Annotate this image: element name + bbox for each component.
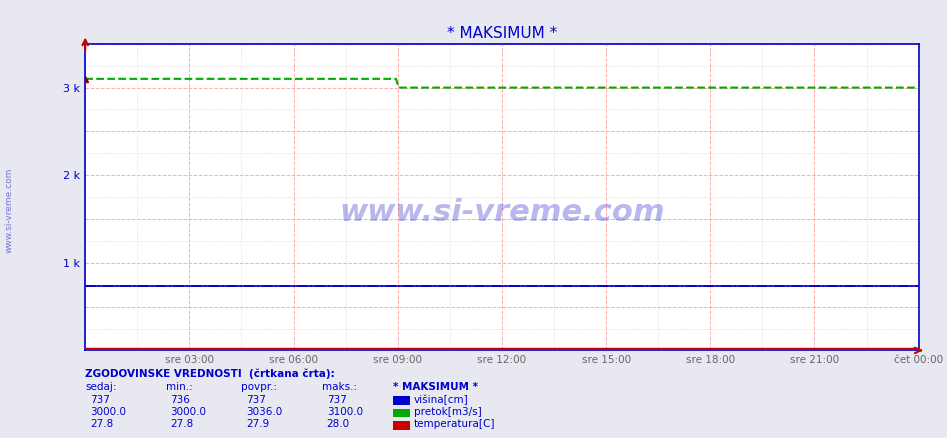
Text: 28.0: 28.0 [327, 420, 349, 430]
Text: 27.8: 27.8 [170, 420, 194, 430]
Text: sedaj:: sedaj: [85, 382, 116, 392]
Text: 27.9: 27.9 [246, 420, 270, 430]
Text: 737: 737 [90, 395, 110, 405]
Text: 737: 737 [327, 395, 347, 405]
Text: 3100.0: 3100.0 [327, 407, 363, 417]
Text: 3036.0: 3036.0 [246, 407, 282, 417]
Text: 736: 736 [170, 395, 190, 405]
Text: min.:: min.: [166, 382, 192, 392]
Title: * MAKSIMUM *: * MAKSIMUM * [447, 26, 557, 41]
Text: www.si-vreme.com: www.si-vreme.com [5, 168, 14, 253]
Text: 27.8: 27.8 [90, 420, 114, 430]
Text: povpr.:: povpr.: [241, 382, 277, 392]
Text: www.si-vreme.com: www.si-vreme.com [339, 198, 665, 227]
Text: ZGODOVINSKE VREDNOSTI  (črtkana črta):: ZGODOVINSKE VREDNOSTI (črtkana črta): [85, 368, 335, 379]
Text: višina[cm]: višina[cm] [414, 395, 469, 405]
Text: pretok[m3/s]: pretok[m3/s] [414, 407, 482, 417]
Text: 737: 737 [246, 395, 266, 405]
Text: 3000.0: 3000.0 [170, 407, 206, 417]
Text: * MAKSIMUM *: * MAKSIMUM * [393, 382, 478, 392]
Text: maks.:: maks.: [322, 382, 357, 392]
Text: 3000.0: 3000.0 [90, 407, 126, 417]
Text: temperatura[C]: temperatura[C] [414, 420, 495, 430]
